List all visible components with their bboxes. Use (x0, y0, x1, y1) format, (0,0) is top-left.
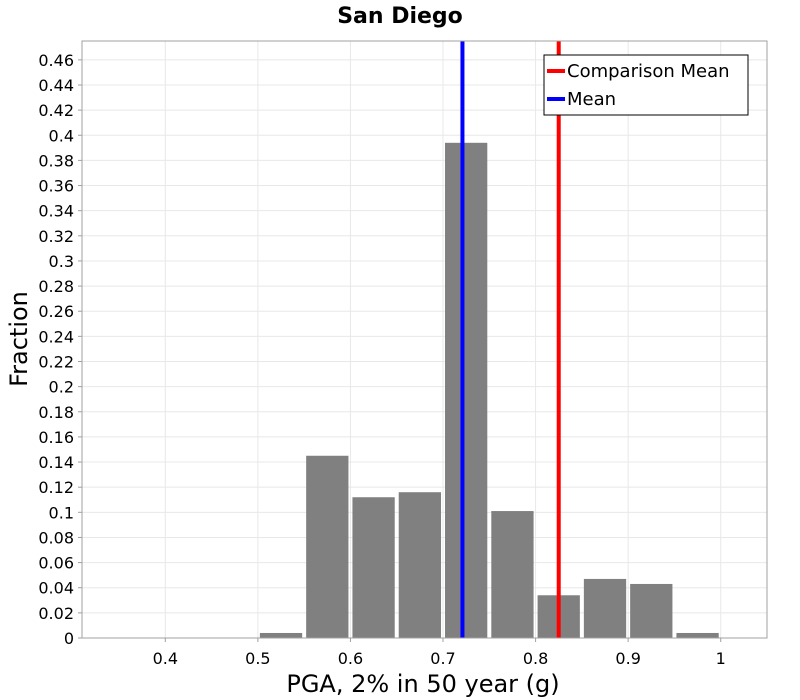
y-tick-label-18: 0.36 (38, 177, 74, 196)
x-tick-label-6: 1 (716, 649, 726, 668)
y-tick-label-3: 0.06 (38, 554, 74, 573)
histogram-bar-1 (306, 455, 349, 638)
y-tick-label-5: 0.1 (49, 503, 74, 522)
y-tick-label-10: 0.2 (49, 378, 74, 397)
legend-box (543, 54, 749, 116)
histogram-bar-9 (676, 632, 719, 638)
histogram-bar-4 (445, 142, 488, 639)
y-tick-label-23: 0.46 (38, 51, 74, 70)
y-tick-label-17: 0.34 (38, 202, 74, 221)
x-axis-ticks: 0.4 0.5 0.6 0.7 0.8 0.9 1 (153, 638, 726, 668)
y-tick-label-8: 0.16 (38, 428, 74, 447)
y-tick-label-2: 0.04 (38, 579, 74, 598)
y-tick-label-21: 0.42 (38, 101, 74, 120)
x-tick-label-1: 0.5 (245, 649, 270, 668)
x-tick-label-3: 0.7 (430, 649, 455, 668)
plot-area (81, 40, 768, 639)
histogram-bar-2 (352, 497, 395, 638)
histogram-bar-5 (491, 511, 534, 638)
chart-title: San Diego (337, 4, 463, 29)
y-tick-label-7: 0.14 (38, 453, 74, 472)
y-axis-ticks: 0 0.02 0.04 0.06 0.08 0.1 0.12 0.14 0.16 0.18 0.2 0… (38, 51, 82, 648)
y-tick-label-9: 0.18 (38, 403, 74, 422)
y-tick-label-22: 0.44 (38, 76, 74, 95)
y-tick-label-12: 0.24 (38, 327, 74, 346)
y-tick-label-1: 0.02 (38, 604, 74, 623)
y-tick-label-20: 0.4 (49, 126, 74, 145)
y-tick-label-14: 0.28 (38, 277, 74, 296)
y-axis-label: Fraction (5, 291, 33, 387)
legend: Comparison Mean Mean (543, 54, 749, 116)
x-tick-label-5: 0.9 (615, 649, 640, 668)
histogram-bar-8 (630, 583, 673, 638)
mean-lines (460, 41, 561, 638)
y-tick-label-6: 0.12 (38, 478, 74, 497)
y-tick-label-16: 0.32 (38, 227, 74, 246)
y-tick-label-4: 0.08 (38, 528, 74, 547)
histogram-bar-7 (583, 578, 627, 638)
grid (82, 41, 767, 639)
legend-label-mean: Mean (567, 89, 616, 110)
x-tick-label-4: 0.8 (523, 649, 548, 668)
y-tick-label-13: 0.26 (38, 302, 74, 321)
y-tick-label-15: 0.3 (49, 252, 74, 271)
plot-border (81, 40, 768, 639)
x-tick-label-2: 0.6 (338, 649, 363, 668)
y-tick-label-19: 0.38 (38, 151, 74, 170)
legend-label-comparison-mean: Comparison Mean (567, 61, 730, 82)
x-tick-label-0: 0.4 (153, 649, 178, 668)
histogram-bar-3 (398, 492, 442, 638)
y-tick-label-11: 0.22 (38, 352, 74, 371)
histogram-bar-0 (259, 632, 303, 638)
x-axis-label: PGA, 2% in 50 year (g) (286, 670, 559, 698)
y-tick-label-0: 0 (64, 629, 74, 648)
